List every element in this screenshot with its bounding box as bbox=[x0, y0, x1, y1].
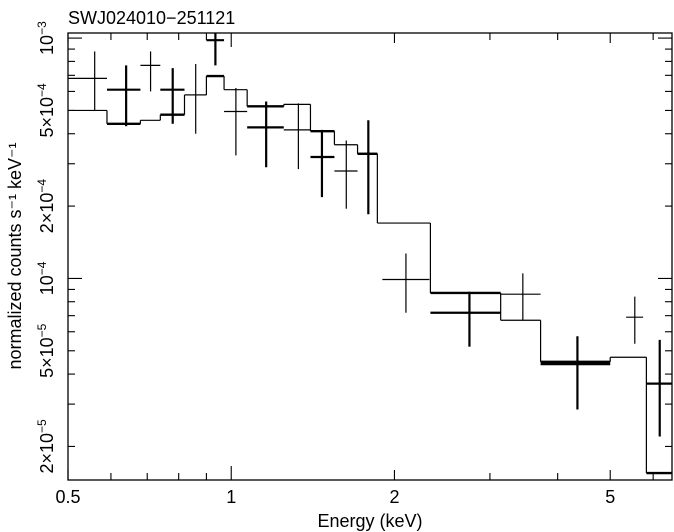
x-tick-labels: 0.5 1 2 5 bbox=[55, 487, 615, 507]
x-tick-label: 0.5 bbox=[55, 487, 80, 507]
data-point bbox=[283, 103, 311, 170]
x-tick-label: 1 bbox=[226, 487, 236, 507]
data-point bbox=[540, 336, 611, 410]
y-tick-label: 10−4 bbox=[35, 261, 57, 295]
data-point bbox=[160, 68, 185, 124]
model-step-line bbox=[68, 74, 672, 475]
data-point bbox=[357, 120, 378, 215]
x-axis-label: Energy (keV) bbox=[317, 511, 422, 531]
data-point bbox=[206, 33, 225, 66]
y-tick-label: 5×10−4 bbox=[35, 83, 57, 138]
data-point bbox=[224, 87, 248, 156]
data-point bbox=[646, 339, 672, 437]
data-point bbox=[184, 64, 207, 134]
y-tick-label: 5×10−5 bbox=[35, 323, 57, 378]
data-point bbox=[68, 51, 107, 111]
y-axis-label: normalized counts s⁻¹ keV⁻¹ bbox=[5, 142, 25, 369]
data-point bbox=[140, 51, 161, 92]
x-tick-label: 2 bbox=[389, 487, 399, 507]
y-tick-label: 10−3 bbox=[35, 21, 57, 55]
axis-ticks bbox=[67, 33, 672, 480]
y-tick-labels: 10−3 5×10−4 2×10−4 10−4 5×10−5 2×10−5 bbox=[35, 21, 57, 474]
data-point bbox=[106, 65, 141, 127]
data-point bbox=[247, 101, 284, 168]
y-tick-label: 2×10−4 bbox=[35, 179, 57, 234]
data-point bbox=[430, 291, 501, 347]
data-point bbox=[334, 140, 358, 209]
data-point bbox=[382, 253, 430, 313]
chart-title: SWJ024010−251121 bbox=[68, 8, 235, 28]
data-point bbox=[500, 273, 541, 321]
data-point bbox=[310, 129, 335, 198]
data-points bbox=[68, 33, 672, 437]
data-point bbox=[626, 296, 644, 344]
x-tick-label: 5 bbox=[605, 487, 615, 507]
y-tick-label: 2×10−5 bbox=[35, 419, 57, 474]
plot-frame bbox=[67, 32, 673, 481]
